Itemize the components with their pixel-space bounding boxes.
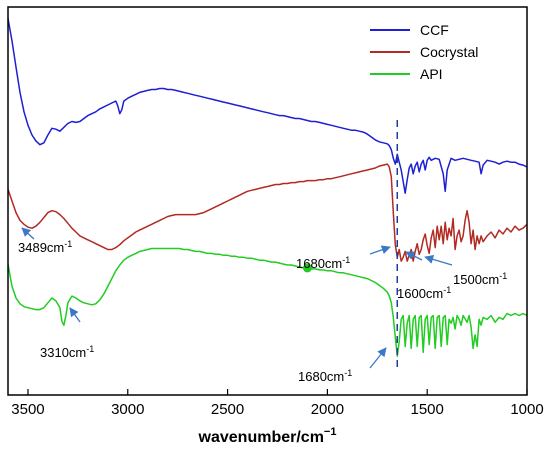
peak-label: 1600cm-1 — [397, 285, 451, 301]
x-axis-ticks: 3500 3000 2500 2000 1500 1000 — [11, 389, 544, 418]
x-tick-label: 2500 — [211, 401, 244, 418]
x-tick-label: 2000 — [311, 401, 344, 418]
legend: CCF Cocrystal API — [370, 22, 478, 82]
annotation-arrow — [369, 245, 391, 255]
series-line-ccf — [7, 18, 528, 194]
x-tick-label: 3000 — [111, 401, 144, 418]
spectrum-series-group — [7, 18, 528, 357]
legend-label-cocrystal: Cocrystal — [420, 44, 478, 60]
legend-label-api: API — [420, 66, 443, 82]
annotation-arrow — [369, 347, 387, 369]
peak-label: 3310cm-1 — [40, 344, 94, 360]
x-tick-label: 1500 — [411, 401, 444, 418]
series-line-cocrystal — [7, 163, 528, 262]
peak-marker-dot — [302, 263, 312, 273]
x-tick-label: 1000 — [510, 401, 543, 418]
legend-label-ccf: CCF — [420, 22, 449, 38]
annotation-arrow — [405, 251, 423, 261]
annotation-arrow — [69, 307, 81, 323]
peak-label: 1680cm-1 — [298, 368, 352, 384]
x-tick-label: 3500 — [11, 401, 44, 418]
annotation-arrow — [424, 254, 453, 266]
x-axis-title: wavenumber/cm−1 — [198, 426, 337, 446]
peak-label: 1680cm-1 — [296, 255, 350, 271]
peak-label: 3489cm-1 — [18, 239, 72, 255]
x-axis-title-main: wavenumber/cm — [198, 429, 324, 446]
peak-label: 1500cm-1 — [453, 271, 507, 287]
x-axis-title-sup: −1 — [324, 426, 337, 438]
annotation-arrow — [21, 227, 35, 240]
plot-frame — [7, 6, 528, 396]
